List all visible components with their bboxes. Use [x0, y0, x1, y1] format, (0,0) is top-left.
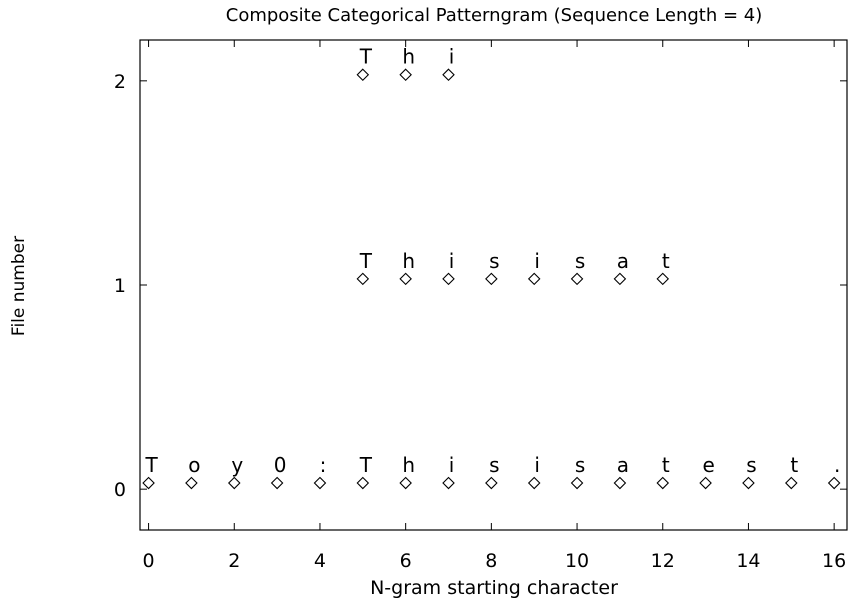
diamond-marker [785, 476, 798, 490]
char-label: T [144, 453, 158, 477]
char-label: h [402, 453, 415, 477]
char-label: s [489, 453, 499, 477]
x-tick-label: 0 [143, 550, 155, 572]
y-tick-label: 2 [114, 71, 126, 93]
char-label: t [662, 249, 670, 273]
char-label: : [320, 453, 327, 477]
x-tick-label: 4 [314, 550, 326, 572]
diamond-marker [442, 476, 455, 490]
diamond-marker [399, 272, 412, 286]
char-label: T [359, 453, 373, 477]
diamond-marker [399, 68, 412, 81]
diamond-marker [570, 476, 584, 490]
char-label: s [746, 453, 756, 477]
char-label: a [617, 453, 629, 477]
diamond-marker [399, 476, 412, 490]
char-label: s [575, 453, 585, 477]
char-label: s [575, 249, 585, 273]
char-label: i [449, 45, 455, 69]
diamond-marker [699, 476, 712, 490]
diamond-marker [570, 272, 584, 286]
diamond-marker [142, 476, 155, 490]
x-tick-label: 12 [651, 550, 675, 572]
diamond-marker [442, 68, 455, 81]
y-tick-label: 1 [114, 275, 126, 297]
x-tick-label: 8 [485, 550, 497, 572]
diamond-marker [742, 476, 755, 490]
diamond-marker [827, 476, 841, 490]
char-label: y [231, 453, 243, 477]
char-label: a [617, 249, 629, 273]
char-label: o [188, 453, 200, 477]
x-tick-label: 2 [228, 550, 240, 572]
y-tick-label: 0 [114, 479, 126, 501]
x-tick-label: 6 [400, 550, 412, 572]
char-label: s [489, 249, 499, 273]
x-tick-label: 14 [736, 550, 760, 572]
char-label: i [449, 453, 455, 477]
diamond-marker [313, 476, 327, 490]
diamond-marker [356, 272, 370, 286]
x-tick-label: 10 [565, 550, 589, 572]
y-axis-label: File number [9, 236, 29, 336]
diamond-marker [485, 272, 498, 286]
char-label: h [402, 249, 415, 273]
char-label: T [359, 249, 373, 273]
diamond-marker [227, 476, 241, 490]
y-axis: 0 1 2 [114, 71, 847, 501]
diamond-marker [356, 476, 370, 490]
diamond-marker [656, 272, 670, 286]
char-label: t [662, 453, 670, 477]
diamond-marker [442, 272, 455, 286]
diamond-marker [356, 68, 370, 81]
diamond-marker [527, 476, 541, 490]
chart-title: Composite Categorical Patterngram (Seque… [226, 5, 763, 26]
char-label: h [402, 45, 415, 69]
char-label: . [834, 453, 840, 477]
data-points [142, 68, 841, 490]
char-label: e [702, 453, 714, 477]
diamond-marker [270, 476, 284, 490]
char-label: T [359, 45, 373, 69]
char-label: t [790, 453, 798, 477]
diamond-marker [527, 272, 541, 286]
char-label: i [534, 453, 540, 477]
x-tick-label: 16 [822, 550, 846, 572]
diamond-marker [485, 476, 498, 490]
char-label: i [534, 249, 540, 273]
x-axis: 0 2 4 6 8 10 12 14 16 [143, 40, 846, 572]
diamond-marker [656, 476, 670, 490]
char-label: 0 [274, 453, 287, 477]
char-label: i [449, 249, 455, 273]
diamond-marker [185, 476, 198, 490]
x-axis-label: N-gram starting character [370, 577, 618, 599]
diamond-marker [613, 476, 627, 490]
diamond-marker [613, 272, 627, 286]
